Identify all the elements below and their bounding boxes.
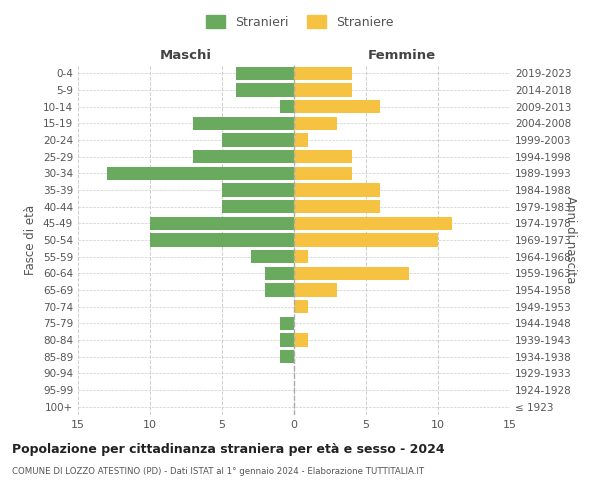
Text: Maschi: Maschi: [160, 48, 212, 62]
Bar: [294, 234, 438, 246]
Bar: [294, 284, 337, 296]
Bar: [294, 334, 308, 346]
Bar: [222, 184, 294, 196]
Bar: [294, 216, 452, 230]
Text: Popolazione per cittadinanza straniera per età e sesso - 2024: Popolazione per cittadinanza straniera p…: [12, 442, 445, 456]
Bar: [251, 250, 294, 264]
Bar: [280, 350, 294, 364]
Bar: [294, 166, 352, 180]
Text: Femmine: Femmine: [368, 48, 436, 62]
Bar: [294, 300, 308, 314]
Text: COMUNE DI LOZZO ATESTINO (PD) - Dati ISTAT al 1° gennaio 2024 - Elaborazione TUT: COMUNE DI LOZZO ATESTINO (PD) - Dati IST…: [12, 468, 424, 476]
Bar: [294, 66, 352, 80]
Bar: [280, 100, 294, 114]
Y-axis label: Fasce di età: Fasce di età: [25, 205, 37, 275]
Bar: [294, 100, 380, 114]
Bar: [280, 316, 294, 330]
Bar: [294, 84, 352, 96]
Bar: [236, 66, 294, 80]
Bar: [193, 150, 294, 164]
Bar: [236, 84, 294, 96]
Legend: Stranieri, Straniere: Stranieri, Straniere: [203, 11, 397, 32]
Bar: [294, 116, 337, 130]
Bar: [294, 200, 380, 213]
Bar: [265, 284, 294, 296]
Bar: [294, 184, 380, 196]
Bar: [150, 234, 294, 246]
Bar: [222, 134, 294, 146]
Bar: [294, 250, 308, 264]
Bar: [294, 134, 308, 146]
Y-axis label: Anni di nascita: Anni di nascita: [564, 196, 577, 284]
Bar: [107, 166, 294, 180]
Bar: [150, 216, 294, 230]
Bar: [280, 334, 294, 346]
Bar: [265, 266, 294, 280]
Bar: [193, 116, 294, 130]
Bar: [294, 150, 352, 164]
Bar: [222, 200, 294, 213]
Bar: [294, 266, 409, 280]
